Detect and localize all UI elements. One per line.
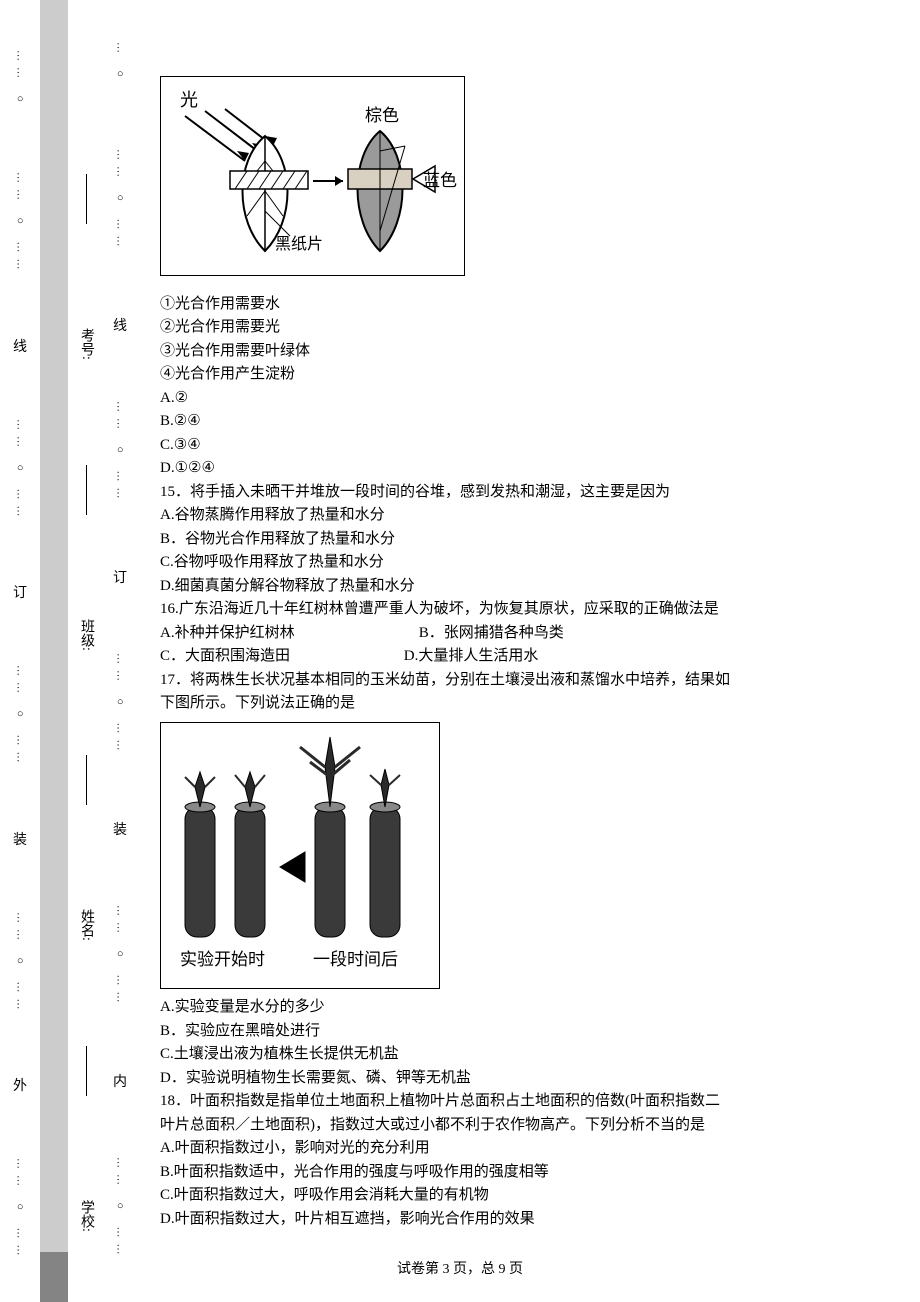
q18-stem-2: 叶片总面积／土地面积)，指数过大或过小都不利于农作物高产。下列分析不当的是 [160,1114,890,1137]
q15-option-d: D.细菌真菌分解谷物释放了热量和水分 [160,575,890,598]
q14-figure: 光 [160,76,465,276]
binding-margin: …… ○ …… ○ …… 线 …… ○ …… 订 …… ○ …… 装 …… ○ … [0,0,135,1302]
q17-option-b: B．实验应在黑暗处进行 [160,1020,890,1043]
q16-option-d: D.大量排人生活用水 [404,645,539,668]
q16-option-a: A.补种并保护红树林 [160,622,415,645]
q14-option-c: C.③④ [160,434,890,457]
q14-option-d: D.①②④ [160,457,890,480]
q17-option-c: C.土壤浸出液为植株生长提供无机盐 [160,1043,890,1066]
inner-marker-zhuang: 装 [113,820,127,841]
q18-stem-1: 18．叶面积指数是指单位土地面积上植物叶片总面积占土地面积的倍数(叶面积指数二 [160,1090,890,1113]
light-label: 光 [180,90,198,110]
q14-statement-1: ①光合作用需要水 [160,293,890,316]
q17-option-a: A.实验变量是水分的多少 [160,996,890,1019]
outer-marker-line: 线 [13,337,27,358]
outer-binding-column: …… ○ …… ○ …… 线 …… ○ …… 订 …… ○ …… 装 …… ○ … [0,0,40,1302]
q18-option-a: A.叶面积指数过小，影响对光的充分利用 [160,1137,890,1160]
page-footer: 试卷第 3 页，总 9 页 [0,1259,920,1280]
q17-stem-1: 17．将两株生长状况基本相同的玉米幼苗，分别在土壤浸出液和蒸馏水中培养，结果如 [160,669,890,692]
q14-option-a: A.② [160,387,890,410]
label-banji: 班级: [76,619,97,651]
svg-text:一段时间后: 一段时间后 [313,950,398,969]
label-xingming: 姓名: [76,909,97,941]
outer-marker-zhuang: 装 [13,830,27,851]
q18-option-c: C.叶面积指数过大，呼吸作用会消耗大量的有机物 [160,1184,890,1207]
svg-text:蓝色: 蓝色 [423,171,457,190]
q15-stem: 15．将手插入未晒干并堆放一段时间的谷堆，感到发热和潮湿，这主要是因为 [160,481,890,504]
inner-marker-line: 线 [113,316,127,337]
inner-marker-ding: 订 [113,568,127,589]
outer-marker-wai: 外 [13,1076,27,1097]
inner-binding-column: 考号: 班级: 姓名: 学校: … ○ …… ○ …… 线 …… ○ …… 订 … [68,0,135,1302]
q16-stem: 16.广东沿海近几十年红树林曾遭严重人为破坏，为恢复其原状，应采取的正确做法是 [160,598,890,621]
svg-text:黑纸片: 黑纸片 [275,235,323,253]
student-info-labels: 考号: 班级: 姓名: 学校: [68,0,105,1302]
q14-statement-3: ③光合作用需要叶绿体 [160,340,890,363]
svg-text:棕色: 棕色 [365,106,399,125]
q14-statement-4: ④光合作用产生淀粉 [160,363,890,386]
q15-option-a: A.谷物蒸腾作用释放了热量和水分 [160,504,890,527]
q15-option-b: B．谷物光合作用释放了热量和水分 [160,528,890,551]
q15-option-c: C.谷物呼吸作用释放了热量和水分 [160,551,890,574]
q18-option-d: D.叶面积指数过大，叶片相互遮挡，影响光合作用的效果 [160,1208,890,1231]
q17-figure: 实验开始时 一段时间后 [160,722,440,990]
outer-marker-ding: 订 [13,583,27,604]
q17-option-d: D．实验说明植物生长需要氮、磷、钾等无机盐 [160,1067,890,1090]
q16-option-c: C．大面积围海造田 [160,645,400,668]
gray-binding-strip [40,0,68,1252]
inner-marker-nei: 内 [113,1072,127,1093]
q16-option-b: B．张网捕猎各种鸟类 [419,622,564,645]
q18-option-b: B.叶面积指数适中，光合作用的强度与呼吸作用的强度相等 [160,1161,890,1184]
q17-stem-2: 下图所示。下列说法正确的是 [160,692,890,715]
label-xuexiao: 学校: [76,1200,97,1232]
label-kaohao: 考号: [76,328,97,360]
q14-option-b: B.②④ [160,410,890,433]
page-content: 光 [135,0,920,1302]
q14-statement-2: ②光合作用需要光 [160,316,890,339]
svg-text:实验开始时: 实验开始时 [180,950,265,969]
